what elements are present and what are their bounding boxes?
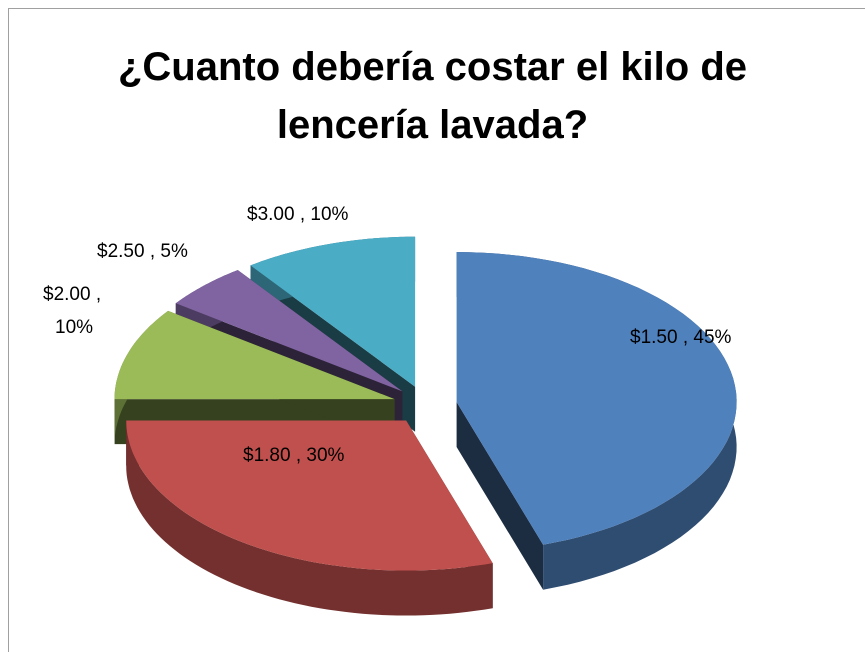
label-separator: , [145, 241, 161, 262]
label-value: 10% [310, 204, 348, 225]
label-value: 30% [306, 445, 344, 466]
label-category: $2.00 [43, 284, 91, 305]
label-separator: , [295, 204, 311, 225]
label-category: $3.00 [247, 204, 295, 225]
label-category: $2.50 [97, 241, 145, 262]
label-category: $1.80 [243, 445, 291, 466]
slice [126, 420, 493, 616]
label-separator: , [291, 445, 307, 466]
label-value: 10% [55, 317, 93, 338]
slice-cut-face [456, 402, 544, 590]
chart-title: ¿Cuanto debería costar el kilo de lencer… [117, 45, 748, 147]
data-label: $2.50 , 5% [97, 241, 188, 262]
label-separator: , [678, 327, 694, 348]
data-label: $3.00 , 10% [247, 204, 349, 225]
slice-side [126, 420, 493, 616]
label-value: 5% [160, 241, 188, 262]
data-label: $1.50 , 45% [630, 327, 732, 348]
slice-top [250, 236, 416, 387]
data-label: $2.00 , 10% [43, 284, 106, 338]
label-value: 45% [693, 327, 731, 348]
slice-top [114, 310, 395, 400]
slice-top [175, 270, 403, 392]
label-separator: , [91, 284, 107, 305]
data-label: $1.80 , 30% [243, 445, 345, 466]
chart-border [8, 8, 865, 652]
slice-top [126, 420, 493, 571]
label-category: $1.50 [630, 327, 678, 348]
slice-top [456, 252, 737, 545]
slice [456, 252, 737, 590]
